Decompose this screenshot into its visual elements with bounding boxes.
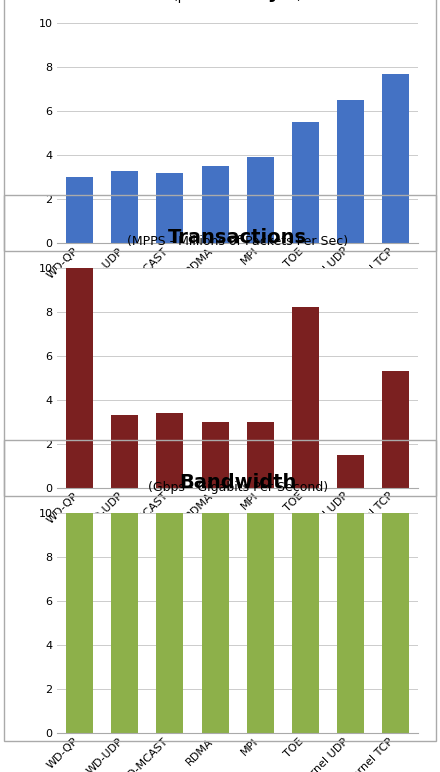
Bar <box>111 415 139 488</box>
Bar <box>337 455 364 488</box>
Bar <box>382 513 409 733</box>
Bar <box>157 173 183 243</box>
Bar <box>66 263 93 488</box>
Bar <box>157 413 183 488</box>
Bar <box>111 171 139 243</box>
Title: Transactions: Transactions <box>168 228 307 247</box>
Bar <box>382 371 409 488</box>
Bar <box>202 513 229 733</box>
Text: (μS - Micro Seconds): (μS - Micro Seconds) <box>173 0 302 3</box>
Title: Bandwidth: Bandwidth <box>179 473 296 493</box>
Title: Latency: Latency <box>194 0 281 2</box>
Bar <box>66 177 93 243</box>
Bar <box>202 422 229 488</box>
Bar <box>292 122 319 243</box>
Bar <box>247 157 274 243</box>
Text: (MPPS - Millions of Packets Per Sec): (MPPS - Millions of Packets Per Sec) <box>127 235 348 248</box>
Bar <box>337 100 364 243</box>
Bar <box>202 166 229 243</box>
Bar <box>292 513 319 733</box>
Bar <box>111 513 139 733</box>
Bar <box>157 513 183 733</box>
Bar <box>247 422 274 488</box>
Bar <box>337 513 364 733</box>
Bar <box>382 74 409 243</box>
Bar <box>66 513 93 733</box>
Text: (Gbps - Gigabits Per Second): (Gbps - Gigabits Per Second) <box>147 481 328 493</box>
Bar <box>292 307 319 488</box>
Bar <box>247 513 274 733</box>
